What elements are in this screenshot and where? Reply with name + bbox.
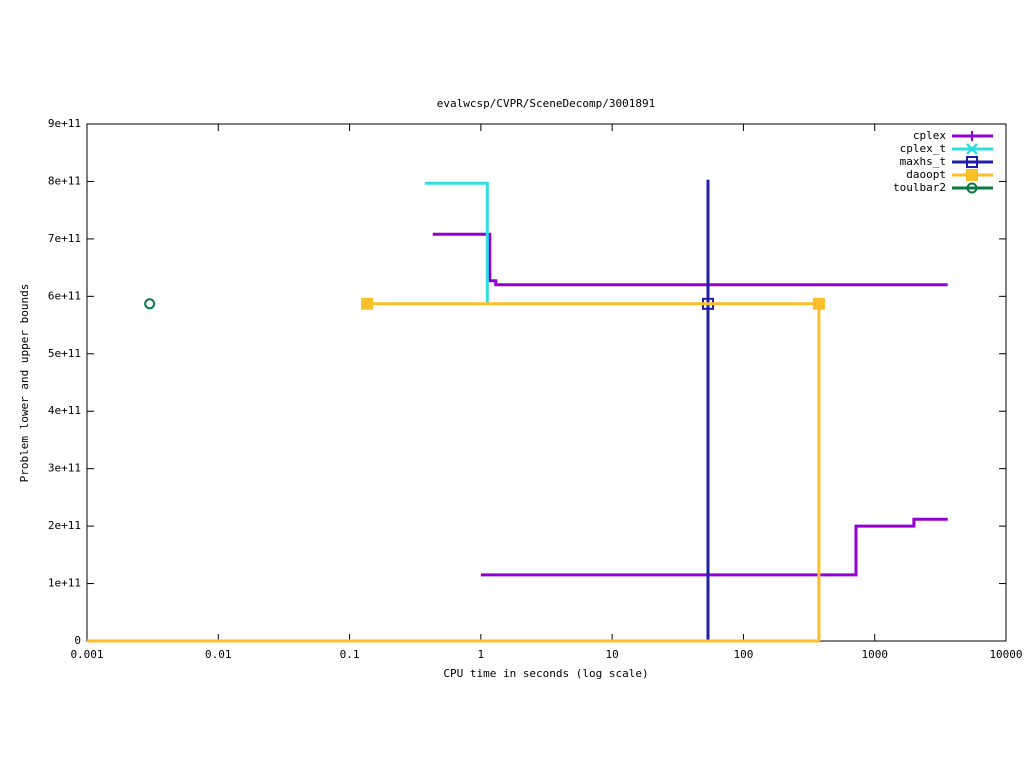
y-axis-label: Problem lower and upper bounds <box>18 284 31 483</box>
series-line <box>432 232 948 577</box>
point-marker <box>812 297 825 310</box>
x-tick-label: 100 <box>733 648 753 661</box>
series-line <box>424 181 489 304</box>
x-axis-label: CPU time in seconds (log scale) <box>443 667 648 680</box>
x-tick-label: 1000 <box>861 648 888 661</box>
legend-label: toulbar2 <box>893 181 946 194</box>
x-tick-label: 0.01 <box>205 648 232 661</box>
legend-marker <box>966 143 978 155</box>
legend-label: maxhs_t <box>900 155 946 168</box>
y-tick-label: 7e+11 <box>48 232 81 245</box>
x-tick-label: 1 <box>478 648 485 661</box>
y-tick-label: 5e+11 <box>48 347 81 360</box>
legend-label: daoopt <box>906 168 946 181</box>
legend-marker <box>966 182 978 194</box>
chart-title: evalwcsp/CVPR/SceneDecomp/3001891 <box>437 97 656 110</box>
y-tick-label: 6e+11 <box>48 289 81 302</box>
y-tick-label: 3e+11 <box>48 462 81 475</box>
plot-frame <box>86 123 1007 642</box>
legend-label: cplex_t <box>900 142 946 155</box>
x-tick-label: 0.1 <box>340 648 360 661</box>
legend-marker <box>966 156 978 168</box>
legend-marker <box>967 131 977 141</box>
point-marker <box>144 298 156 310</box>
y-tick-label: 9e+11 <box>48 117 81 130</box>
x-tick-label: 0.001 <box>70 648 103 661</box>
legend-label: cplex <box>913 129 946 142</box>
legend-marker <box>966 169 978 181</box>
x-tick-label: 10 <box>606 648 619 661</box>
y-tick-label: 8e+11 <box>48 174 81 187</box>
y-tick-label: 1e+11 <box>48 577 81 590</box>
y-tick-label: 2e+11 <box>48 519 81 532</box>
y-tick-label: 0 <box>74 634 81 647</box>
point-marker <box>361 297 374 310</box>
y-tick-label: 4e+11 <box>48 404 81 417</box>
x-tick-label: 10000 <box>989 648 1022 661</box>
